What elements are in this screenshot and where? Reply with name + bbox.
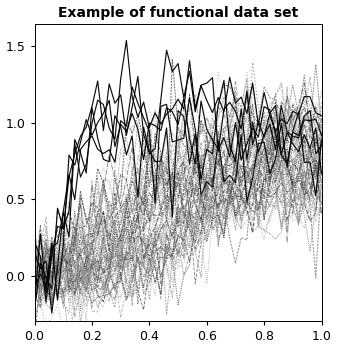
Title: Example of functional data set: Example of functional data set (58, 6, 298, 20)
